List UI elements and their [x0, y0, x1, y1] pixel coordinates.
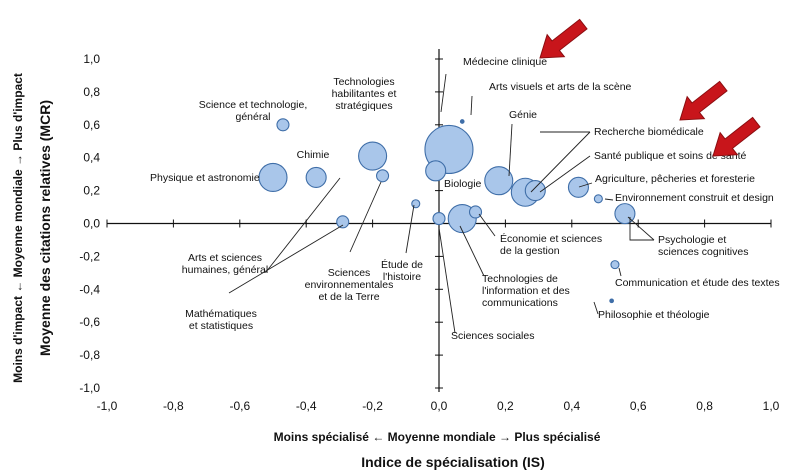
highlight-arrow: [679, 80, 728, 121]
field-label-sci-soc: Sciences sociales: [451, 330, 534, 342]
x-tick-label: -0,8: [163, 399, 184, 413]
bubble: [484, 166, 514, 196]
bubble: [459, 119, 465, 124]
bubble: [336, 215, 350, 229]
y-tick-label: -0,2: [79, 249, 100, 263]
field-label-sci-env: Sciences environnementales et de la Terre: [305, 267, 394, 303]
field-label-env-const: Environnement construit et design: [615, 192, 774, 204]
y-tick-label: 0,4: [83, 151, 100, 165]
field-label-physique: Physique et astronomie: [150, 172, 260, 184]
x-tick-label: -0,4: [296, 399, 317, 413]
leader-line: [440, 73, 447, 113]
highlight-arrows: [539, 18, 761, 157]
bubble: [610, 260, 620, 270]
y-axis-caption: Moins d'impact ← Moyenne mondiale → Plus…: [11, 73, 25, 383]
leader-line: [530, 131, 591, 193]
leader-line: [265, 177, 341, 273]
field-label-arts-vis: Arts visuels et arts de la scène: [489, 81, 632, 93]
y-tick-label: 0,6: [83, 118, 100, 132]
leader-line: [629, 217, 654, 241]
bubble: [524, 180, 546, 202]
field-label-agri: Agriculture, pêcheries et foresterie: [595, 173, 755, 185]
y-tick-label: -1,0: [79, 381, 100, 395]
leader-line: [349, 181, 382, 253]
bubble: [376, 169, 390, 183]
field-label-histoire: Étude de l'histoire: [381, 258, 423, 283]
x-tick-label: 0,6: [630, 399, 647, 413]
leader-line: [470, 95, 473, 116]
x-tick-label: 1,0: [763, 399, 780, 413]
x-tick-label: -1,0: [97, 399, 118, 413]
field-label-math: Mathématiques et statistiques: [185, 308, 257, 332]
x-tick-label: 0,4: [563, 399, 580, 413]
bubble: [425, 160, 447, 182]
leader-line: [593, 301, 599, 315]
y-tick-label: -0,4: [79, 282, 100, 296]
x-tick-label: -0,6: [229, 399, 250, 413]
leader-line: [578, 182, 593, 188]
leader-line: [539, 155, 591, 193]
leader-line: [478, 213, 496, 237]
y-axis-title: Moyenne des citations relatives (MCR): [37, 100, 53, 356]
leader-line: [438, 227, 456, 334]
bubble: [432, 212, 446, 226]
x-axis-title: Indice de spécialisation (IS): [361, 454, 545, 470]
field-labels: Science et technologie, général Technologi…: [150, 56, 780, 342]
x-axis-caption: Moins spécialisé ← Moyenne mondiale → Pl…: [274, 430, 601, 444]
bubble: [468, 205, 483, 219]
bubble: [567, 176, 589, 198]
bubble: [276, 118, 290, 132]
leader-line: [405, 204, 415, 254]
bubble: [358, 141, 388, 171]
y-tick-label: -0,6: [79, 315, 100, 329]
highlight-arrow: [712, 116, 761, 157]
y-tick-label: 1,0: [83, 52, 100, 66]
field-label-tech-hab: Technologies habilitantes et stratégiques: [332, 76, 397, 112]
bubble: [305, 166, 327, 188]
bubble: [258, 162, 288, 192]
y-tick-label: 0,8: [83, 85, 100, 99]
leader-line: [627, 216, 655, 241]
field-label-chimie: Chimie: [297, 149, 330, 161]
leader-line: [604, 198, 614, 201]
x-tick-label: 0,0: [431, 399, 448, 413]
field-label-biologie: Biologie: [444, 178, 482, 190]
bubbles: [258, 118, 636, 304]
field-label-sci-tech: Science et technologie, général: [199, 99, 308, 123]
field-label-comm: Communication et étude des textes: [615, 277, 780, 289]
arrow-shape: [679, 80, 728, 121]
field-label-psycho: Psychologie et sciences cognitives: [658, 234, 748, 258]
axis-titles: Indice de spécialisation (IS) Moins spéci…: [11, 73, 601, 470]
bubble: [609, 298, 614, 304]
highlight-arrow: [539, 18, 588, 59]
y-tick-label: -0,8: [79, 348, 100, 362]
arrow-shape: [712, 116, 761, 157]
leader-line: [459, 225, 485, 277]
leader-line: [228, 224, 344, 294]
field-label-arts-sci: Arts et sciences humaines, général: [182, 252, 268, 276]
field-label-genie: Génie: [509, 109, 537, 121]
axes: 1,0 0,8 0,6 0,4 0,2 0,0 -0,2 -0,4 -0,6 -0,8 -1,0 -1…: [79, 49, 780, 413]
field-label-sante: Santé publique et soins de santé: [594, 150, 747, 162]
arrow-shape: [539, 18, 588, 59]
x-tick-label: 0,8: [696, 399, 713, 413]
field-label-economie: Économie et sciences de la gestion: [500, 232, 602, 257]
bubble: [593, 194, 603, 204]
y-tick-label: 0,0: [83, 217, 100, 231]
field-label-rech-bio: Recherche biomédicale: [594, 126, 704, 138]
field-label-tech-info: Technologies de l'information et des commu…: [482, 273, 570, 309]
x-tick-label: -0,2: [362, 399, 383, 413]
y-tick-label: 0,2: [83, 184, 100, 198]
leader-line: [618, 267, 622, 277]
bubble: [411, 199, 421, 209]
field-label-medecine: Médecine clinique: [463, 56, 547, 68]
leader-line: [508, 123, 513, 177]
x-tick-label: 0,2: [497, 399, 514, 413]
field-label-philo: Philosophie et théologie: [598, 309, 710, 321]
